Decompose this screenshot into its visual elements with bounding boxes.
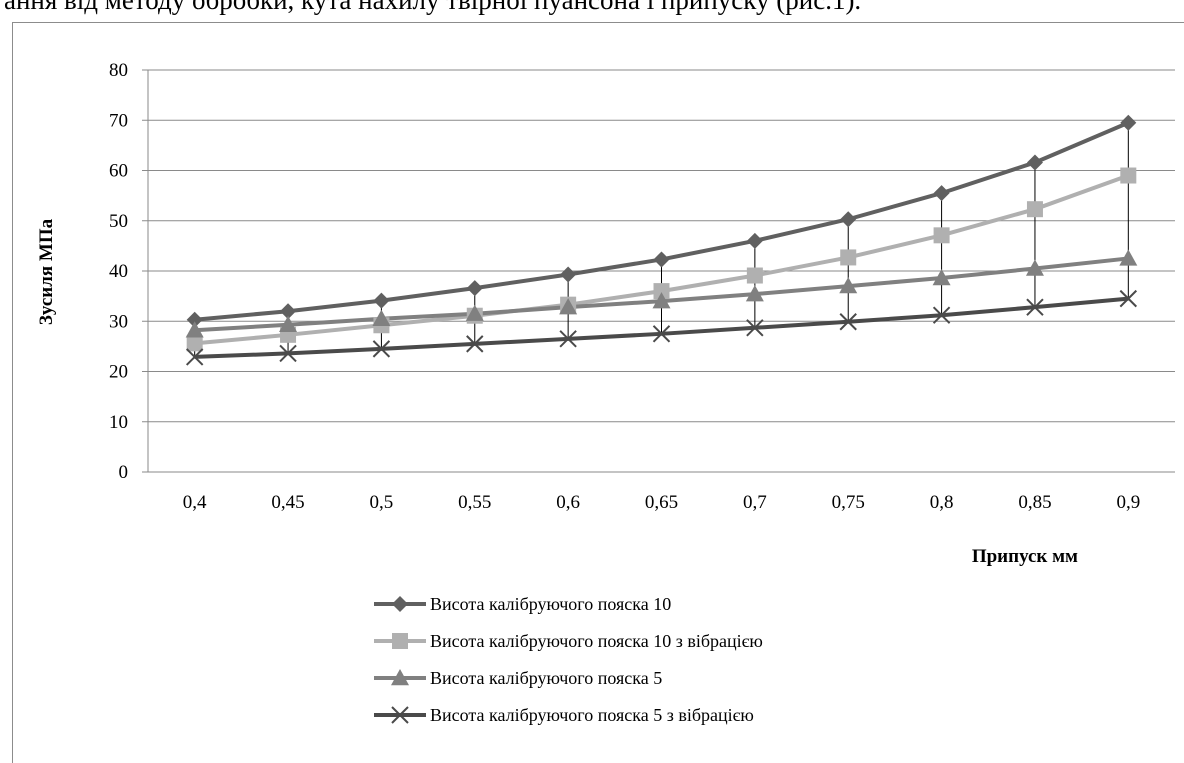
legend-marker bbox=[392, 633, 408, 649]
x-tick-label: 0,5 bbox=[370, 492, 394, 513]
chart-frame bbox=[12, 22, 1184, 763]
data-point-s1 bbox=[560, 266, 577, 283]
data-point-s3 bbox=[1025, 259, 1044, 276]
y-axis-ticks: 0 10 20 30 40 50 60 70 80 bbox=[109, 60, 128, 483]
data-point-s3 bbox=[745, 285, 764, 302]
data-point-s4 bbox=[1026, 298, 1044, 316]
legend-marker bbox=[391, 706, 409, 724]
data-point-s4 bbox=[466, 335, 484, 353]
x-tick-label: 0,9 bbox=[1116, 492, 1140, 513]
data-point-s4 bbox=[652, 325, 671, 343]
y-tick-label: 70 bbox=[109, 110, 128, 131]
y-tick-label: 50 bbox=[109, 211, 128, 232]
data-point-s4 bbox=[932, 306, 951, 324]
data-point-s1 bbox=[186, 311, 203, 328]
data-point-s2 bbox=[186, 335, 203, 352]
data-point-s4 bbox=[1119, 289, 1138, 308]
data-point-s1 bbox=[280, 303, 297, 320]
data-point-s4 bbox=[185, 348, 204, 366]
y-tick-label: 80 bbox=[109, 60, 128, 81]
x-tick-label: 0,65 bbox=[645, 492, 678, 513]
legend-label: Висота калібруючого пояска 10 bbox=[430, 594, 671, 614]
data-point-s1 bbox=[933, 185, 950, 202]
x-axis-title: Припуск мм bbox=[972, 546, 1078, 567]
x-tick-label: 0,6 bbox=[556, 492, 580, 513]
data-point-s2 bbox=[653, 283, 670, 300]
data-point-s3 bbox=[559, 298, 578, 315]
y-tick-label: 10 bbox=[109, 412, 128, 433]
data-point-s3 bbox=[372, 309, 391, 326]
y-axis-title: Зусиля МПа bbox=[36, 218, 57, 325]
y-tick-label: 60 bbox=[109, 161, 128, 182]
data-point-s2 bbox=[1026, 201, 1043, 218]
data-point-s1 bbox=[466, 280, 483, 297]
data-point-s1 bbox=[653, 251, 670, 268]
x-tick-label: 0,7 bbox=[743, 492, 767, 513]
data-point-s4 bbox=[839, 313, 857, 331]
y-tick-label: 20 bbox=[109, 362, 128, 383]
data-point-s4 bbox=[746, 319, 764, 337]
x-tick-label: 0,55 bbox=[458, 492, 491, 513]
y-tick-label: 0 bbox=[119, 462, 129, 483]
series-markers bbox=[185, 114, 1138, 366]
y-tick-label: 30 bbox=[109, 311, 128, 332]
data-point-s2 bbox=[840, 249, 857, 266]
x-tick-label: 0,75 bbox=[832, 492, 865, 513]
data-point-s1 bbox=[746, 232, 763, 249]
data-point-s4 bbox=[559, 330, 577, 348]
data-point-s3 bbox=[932, 269, 951, 286]
data-point-s3 bbox=[279, 315, 298, 332]
data-point-s3 bbox=[185, 321, 204, 338]
data-point-s2 bbox=[933, 227, 950, 244]
legend-label: Висота калібруючого пояска 10 з вібраціє… bbox=[430, 631, 763, 651]
x-tick-label: 0,85 bbox=[1018, 492, 1051, 513]
data-point-s1 bbox=[1026, 154, 1043, 171]
legend-label: Висота калібруючого пояска 5 bbox=[430, 668, 662, 688]
data-point-s2 bbox=[746, 267, 763, 284]
data-point-s2 bbox=[1120, 167, 1137, 184]
data-point-s4 bbox=[372, 340, 391, 358]
legend-marker bbox=[391, 669, 409, 686]
data-point-s3 bbox=[652, 292, 671, 309]
x-axis-ticks: 0,4 0,45 0,5 0,55 0,6 0,65 0,7 0,75 0,8 0,85 0,9 bbox=[183, 492, 1140, 513]
data-point-s1 bbox=[373, 292, 390, 309]
data-point-s3 bbox=[839, 277, 858, 294]
data-point-s1 bbox=[1120, 114, 1137, 131]
y-tick-label: 40 bbox=[109, 261, 128, 282]
data-point-s4 bbox=[279, 344, 297, 363]
data-point-s3 bbox=[465, 304, 484, 321]
x-tick-label: 0,4 bbox=[183, 492, 207, 513]
legend-marker bbox=[392, 596, 408, 612]
legend-label: Висота калібруючого пояска 5 з вібрацією bbox=[430, 705, 754, 725]
document-text-fragment: ання від методу обробки, кута нахилу тві… bbox=[4, 0, 862, 15]
legend: Висота калібруючого пояска 10 Висота калі… bbox=[374, 594, 763, 725]
x-tick-label: 0,8 bbox=[930, 492, 954, 513]
data-point-s1 bbox=[840, 211, 857, 228]
x-tick-label: 0,45 bbox=[271, 492, 304, 513]
data-point-s3 bbox=[1119, 249, 1138, 266]
